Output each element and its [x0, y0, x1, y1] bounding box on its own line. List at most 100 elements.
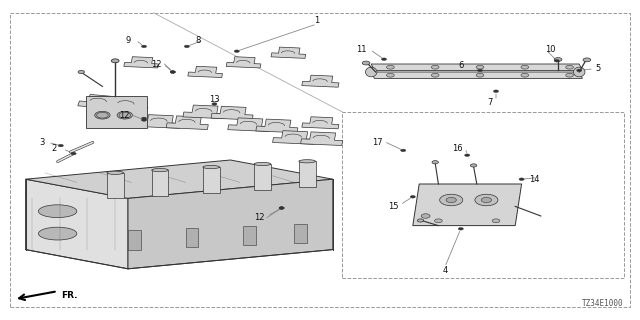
- Circle shape: [58, 144, 63, 147]
- Text: 16: 16: [452, 144, 463, 153]
- Ellipse shape: [299, 160, 316, 163]
- Text: TZ34E1000: TZ34E1000: [582, 300, 624, 308]
- Ellipse shape: [38, 205, 77, 218]
- Circle shape: [566, 65, 573, 69]
- Text: 2: 2: [52, 144, 57, 153]
- Circle shape: [410, 196, 415, 198]
- Polygon shape: [301, 132, 342, 146]
- Polygon shape: [124, 57, 159, 68]
- Text: 17: 17: [372, 138, 383, 147]
- Text: 13: 13: [209, 95, 220, 104]
- Circle shape: [362, 61, 370, 65]
- Text: FR.: FR.: [61, 292, 77, 300]
- Circle shape: [141, 45, 147, 48]
- Circle shape: [184, 45, 189, 48]
- Circle shape: [554, 60, 559, 62]
- Text: 12: 12: [254, 213, 264, 222]
- Polygon shape: [166, 116, 208, 130]
- Polygon shape: [302, 75, 339, 87]
- Circle shape: [481, 197, 492, 203]
- Circle shape: [440, 194, 463, 206]
- Circle shape: [493, 90, 499, 92]
- Circle shape: [279, 207, 284, 209]
- Circle shape: [554, 58, 562, 61]
- Text: 1: 1: [314, 16, 319, 25]
- Ellipse shape: [203, 165, 220, 169]
- Text: 6: 6: [458, 61, 463, 70]
- Text: 15: 15: [388, 202, 399, 211]
- Ellipse shape: [365, 67, 377, 77]
- Bar: [128, 230, 141, 250]
- Circle shape: [111, 59, 119, 63]
- Circle shape: [381, 58, 387, 60]
- Circle shape: [234, 50, 239, 52]
- Polygon shape: [203, 167, 220, 193]
- Circle shape: [475, 194, 498, 206]
- Text: 12: 12: [152, 60, 162, 68]
- Text: 14: 14: [529, 175, 540, 184]
- Ellipse shape: [152, 169, 168, 172]
- Circle shape: [446, 197, 456, 203]
- Polygon shape: [228, 118, 270, 132]
- Text: 10: 10: [545, 45, 556, 54]
- Circle shape: [95, 111, 110, 119]
- Circle shape: [476, 65, 484, 69]
- Polygon shape: [183, 105, 225, 119]
- Polygon shape: [26, 160, 333, 198]
- Circle shape: [476, 73, 484, 77]
- Polygon shape: [273, 131, 315, 144]
- Ellipse shape: [107, 171, 124, 174]
- Polygon shape: [211, 106, 253, 120]
- Text: 9: 9: [125, 36, 131, 44]
- Bar: [186, 228, 198, 247]
- Polygon shape: [138, 115, 180, 128]
- Text: 12: 12: [120, 111, 130, 120]
- Bar: [342, 112, 624, 278]
- Polygon shape: [26, 179, 128, 269]
- Ellipse shape: [38, 227, 77, 240]
- Text: 7: 7: [487, 98, 492, 107]
- Circle shape: [279, 207, 284, 209]
- Polygon shape: [128, 179, 333, 269]
- Polygon shape: [254, 164, 271, 189]
- Polygon shape: [227, 57, 261, 68]
- Ellipse shape: [573, 67, 585, 77]
- Circle shape: [170, 71, 175, 73]
- Ellipse shape: [254, 162, 271, 165]
- Circle shape: [566, 73, 573, 77]
- Circle shape: [577, 69, 582, 72]
- Circle shape: [117, 111, 132, 119]
- Circle shape: [387, 65, 394, 69]
- Circle shape: [431, 73, 439, 77]
- Circle shape: [387, 73, 394, 77]
- Polygon shape: [86, 96, 147, 128]
- Circle shape: [521, 65, 529, 69]
- Bar: [243, 226, 256, 245]
- Circle shape: [519, 178, 524, 180]
- Polygon shape: [106, 97, 148, 112]
- Circle shape: [141, 117, 147, 120]
- Circle shape: [78, 70, 84, 74]
- Polygon shape: [256, 119, 298, 133]
- Circle shape: [417, 219, 424, 222]
- Bar: [294, 224, 307, 243]
- Circle shape: [431, 65, 439, 69]
- Polygon shape: [371, 72, 582, 78]
- Text: 3: 3: [39, 138, 44, 147]
- Circle shape: [583, 58, 591, 62]
- Polygon shape: [302, 117, 339, 129]
- Circle shape: [465, 154, 470, 156]
- Polygon shape: [299, 161, 316, 187]
- Circle shape: [492, 219, 500, 223]
- Circle shape: [458, 228, 463, 230]
- Circle shape: [421, 214, 430, 218]
- Polygon shape: [271, 47, 306, 58]
- Circle shape: [432, 161, 438, 164]
- Polygon shape: [188, 66, 223, 77]
- Circle shape: [401, 149, 406, 152]
- Circle shape: [521, 73, 529, 77]
- Polygon shape: [413, 184, 522, 226]
- Circle shape: [141, 119, 147, 121]
- Polygon shape: [107, 173, 124, 198]
- Circle shape: [470, 164, 477, 167]
